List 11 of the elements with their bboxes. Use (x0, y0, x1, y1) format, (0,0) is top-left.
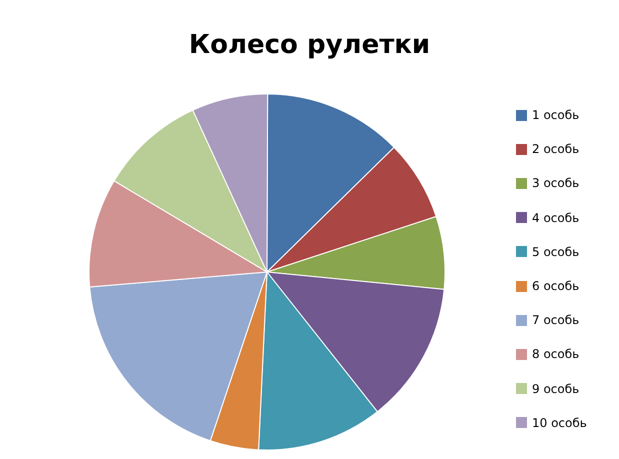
legend-label: 7 особь (532, 313, 580, 328)
legend-label: 1 особь (532, 108, 580, 122)
legend-label: 2 особь (532, 142, 580, 156)
legend-label: 9 особь (532, 382, 580, 396)
chart-title: Колесо рулетки (188, 30, 432, 60)
legend-label: 6 особь (532, 279, 580, 294)
legend-label: 10 особь (532, 416, 587, 430)
legend-label: 8 особь (532, 347, 580, 362)
legend-label: 3 особь (532, 176, 580, 190)
legend-label: 4 особь (532, 210, 580, 225)
legend-label: 5 особь (532, 244, 580, 259)
